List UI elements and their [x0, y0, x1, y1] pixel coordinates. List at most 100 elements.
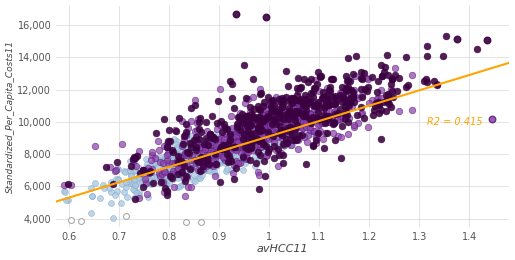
Point	[241, 116, 249, 120]
Point	[381, 100, 389, 104]
Point	[203, 158, 212, 162]
Point	[263, 114, 271, 118]
Point	[187, 134, 196, 138]
Point	[184, 151, 192, 155]
Point	[322, 97, 330, 101]
Point	[161, 178, 169, 183]
Point	[165, 159, 173, 163]
Point	[345, 103, 353, 107]
Point	[174, 166, 182, 171]
Point	[256, 90, 265, 95]
Point	[371, 104, 379, 108]
Point	[131, 156, 140, 160]
Point	[226, 139, 234, 143]
Point	[264, 95, 272, 99]
Point	[278, 139, 286, 143]
Point	[295, 112, 303, 116]
Point	[220, 158, 228, 162]
Point	[239, 154, 247, 158]
Point	[218, 149, 226, 153]
Point	[124, 169, 132, 173]
Point	[201, 152, 210, 156]
Point	[377, 96, 385, 100]
Point	[291, 126, 300, 130]
Point	[199, 158, 208, 162]
Point	[159, 166, 167, 171]
Point	[220, 144, 229, 148]
Point	[250, 133, 258, 137]
Point	[243, 124, 251, 128]
Point	[156, 158, 164, 162]
Point	[181, 151, 189, 155]
Point	[233, 127, 242, 131]
Point	[158, 176, 166, 180]
Point	[148, 150, 157, 154]
Point	[254, 125, 263, 129]
Point	[167, 167, 175, 172]
Point	[247, 132, 255, 136]
Point	[188, 153, 196, 157]
Point	[265, 141, 273, 145]
Point	[327, 77, 335, 81]
Point	[231, 147, 239, 151]
Point	[384, 99, 392, 103]
Point	[122, 214, 130, 218]
Point	[178, 162, 186, 166]
Point	[206, 163, 214, 167]
Point	[306, 128, 315, 132]
Point	[161, 154, 169, 158]
Point	[222, 145, 230, 149]
Point	[219, 137, 228, 141]
Point	[278, 151, 286, 155]
Point	[135, 180, 143, 184]
Point	[318, 95, 326, 100]
Point	[170, 162, 178, 167]
Point	[246, 110, 254, 114]
Point	[232, 166, 241, 170]
Point	[177, 142, 185, 146]
Point	[229, 159, 237, 163]
Point	[258, 133, 266, 137]
Point	[201, 160, 210, 164]
Point	[337, 124, 346, 128]
Point	[177, 170, 185, 174]
Point	[199, 159, 208, 163]
Point	[185, 137, 193, 141]
Point	[120, 169, 128, 173]
Point	[171, 161, 179, 166]
Point	[293, 123, 301, 127]
Point	[191, 155, 199, 159]
Point	[289, 100, 298, 105]
Point	[387, 77, 396, 81]
Point	[254, 103, 262, 108]
Point	[160, 158, 168, 162]
Point	[275, 120, 283, 125]
Point	[320, 113, 328, 117]
Point	[209, 160, 217, 164]
Point	[215, 147, 224, 151]
Point	[186, 167, 194, 171]
Point	[259, 138, 267, 142]
Point	[187, 153, 195, 157]
Point	[229, 133, 237, 137]
Point	[324, 114, 333, 118]
Point	[357, 112, 365, 116]
Point	[236, 128, 244, 132]
Point	[322, 114, 331, 118]
Point	[197, 220, 205, 224]
Point	[256, 120, 264, 124]
Point	[251, 164, 260, 168]
Point	[114, 177, 123, 181]
Point	[341, 100, 349, 104]
Point	[198, 148, 207, 152]
Point	[209, 135, 217, 139]
Point	[261, 127, 269, 131]
Point	[204, 157, 213, 161]
Point	[255, 145, 264, 149]
Point	[245, 128, 253, 132]
Point	[233, 145, 241, 149]
Point	[331, 101, 339, 105]
Point	[356, 105, 365, 109]
Point	[191, 161, 199, 165]
Point	[342, 94, 350, 99]
